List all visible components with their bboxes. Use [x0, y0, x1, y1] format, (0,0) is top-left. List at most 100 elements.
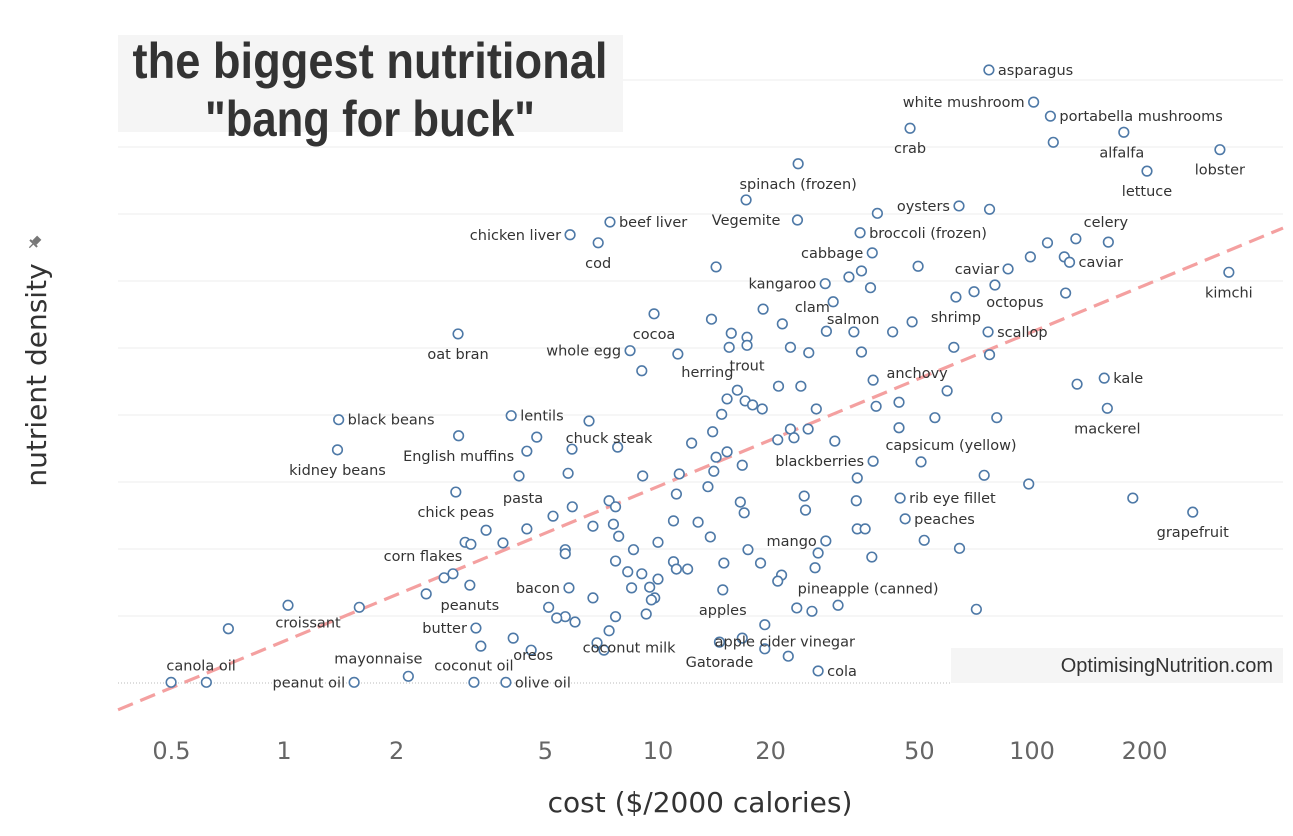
data-point	[721, 446, 733, 458]
point-label: trout	[729, 358, 764, 374]
data-point	[716, 408, 728, 420]
data-point	[893, 422, 905, 434]
data-point	[713, 636, 726, 648]
data-point	[983, 64, 995, 76]
x-tick-labels: 0.5 1 2 5 10 20 50 100 200	[152, 737, 1167, 765]
data-point	[941, 385, 953, 397]
data-point	[721, 393, 733, 405]
data-point	[692, 516, 704, 528]
point-label: bacon	[516, 581, 560, 597]
x-tick-label: 20	[755, 737, 786, 765]
data-point	[640, 608, 652, 620]
data-point	[513, 470, 525, 482]
data-point	[904, 122, 916, 134]
data-point	[165, 676, 177, 688]
data-point	[705, 313, 718, 325]
data-point	[1060, 287, 1072, 299]
point-label: caviar	[955, 262, 999, 278]
data-point	[497, 537, 509, 549]
data-point	[864, 282, 877, 294]
data-point	[507, 632, 519, 644]
data-point	[989, 279, 1001, 291]
data-point	[820, 325, 832, 337]
data-point	[723, 341, 735, 353]
data-point	[438, 572, 450, 584]
point-label: butter	[422, 621, 467, 637]
data-point	[587, 592, 599, 604]
point-labels: asparagus white mushroom portabella mushro…	[166, 63, 1252, 691]
point-label: kimchi	[1205, 285, 1253, 301]
data-point	[702, 481, 714, 493]
data-point	[682, 563, 694, 575]
point-label: oysters	[897, 199, 950, 215]
point-label: chick peas	[417, 505, 494, 521]
x-tick-label: 10	[643, 737, 674, 765]
data-point	[521, 523, 533, 535]
trendline-group	[117, 226, 1284, 712]
pin-icon[interactable]	[26, 234, 43, 251]
point-label: spinach (frozen)	[740, 177, 857, 193]
data-point	[464, 579, 476, 591]
data-point	[609, 501, 622, 513]
point-label: pasta	[503, 491, 543, 507]
data-point	[604, 216, 616, 228]
y-axis-label: nutrient density	[20, 263, 53, 486]
point-label: coconut milk	[583, 641, 677, 657]
data-point	[613, 530, 625, 542]
gridlines	[118, 79, 1283, 684]
data-point	[855, 265, 868, 277]
data-point	[587, 520, 599, 532]
data-point	[603, 625, 615, 637]
data-point	[563, 582, 575, 594]
data-point	[1041, 237, 1054, 249]
point-label: clam	[795, 300, 830, 316]
data-point	[559, 548, 571, 560]
data-point	[978, 469, 990, 481]
point-label: peaches	[914, 512, 975, 528]
data-point	[531, 431, 543, 443]
data-point	[583, 415, 595, 427]
data-point	[929, 412, 941, 424]
data-point	[348, 676, 360, 688]
data-point	[475, 640, 487, 652]
point-label: mayonnaise	[334, 651, 422, 667]
data-point	[708, 465, 720, 477]
point-label: English muffins	[403, 449, 514, 465]
point-label: kangaroo	[749, 277, 817, 293]
data-point	[222, 623, 234, 635]
data-point	[505, 410, 517, 422]
data-point	[624, 345, 636, 357]
data-point	[757, 303, 769, 315]
data-point	[848, 326, 860, 338]
data-point	[652, 573, 664, 585]
data-point	[819, 278, 831, 290]
point-label: kidney beans	[289, 463, 386, 479]
data-point	[667, 515, 680, 527]
data-point	[759, 643, 771, 655]
data-point	[673, 468, 685, 480]
data-point	[627, 544, 640, 556]
point-label: scallop	[997, 325, 1048, 341]
data-point	[672, 348, 684, 360]
data-point	[465, 538, 477, 550]
point-label: alfalfa	[1099, 145, 1144, 161]
point-label: olive oil	[515, 675, 571, 691]
data-point	[670, 563, 683, 575]
data-point	[598, 644, 610, 656]
data-point	[420, 588, 432, 600]
data-point	[983, 203, 996, 215]
x-tick-label: 0.5	[152, 737, 190, 765]
data-point	[592, 237, 604, 249]
data-point	[772, 434, 784, 446]
data-point	[953, 200, 965, 212]
data-point	[591, 637, 603, 649]
point-label: Vegemite	[712, 213, 781, 229]
point-label: celery	[1084, 215, 1129, 231]
point-label: broccoli (frozen)	[869, 226, 987, 242]
data-point	[1071, 378, 1083, 390]
data-point	[893, 396, 905, 408]
data-point	[470, 622, 482, 634]
data-point	[742, 544, 754, 556]
data-point	[918, 534, 930, 546]
point-label: cabbage	[801, 246, 863, 262]
